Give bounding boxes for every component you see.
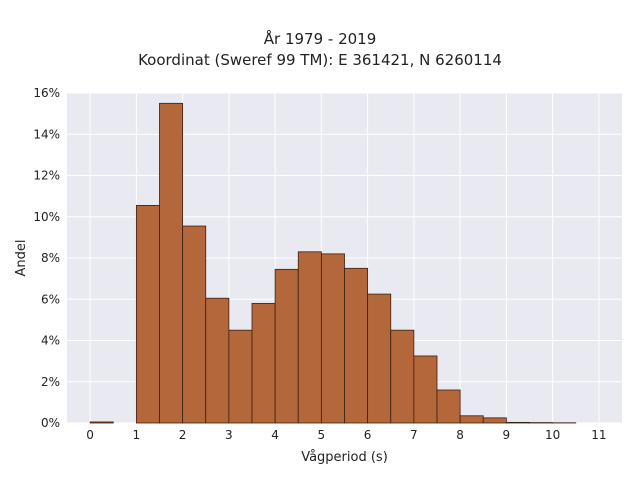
histogram-bar: [367, 293, 392, 424]
y-tick-label: 8%: [41, 251, 60, 265]
x-tick-label: 10: [545, 428, 560, 442]
x-tick-label: 2: [179, 428, 187, 442]
histogram-bar: [135, 205, 160, 424]
x-tick-label: 1: [133, 428, 141, 442]
y-ticks: 0% 2% 4% 6% 8% 10% 12% 14% 16%: [33, 86, 60, 430]
y-tick-label: 6%: [41, 292, 60, 306]
histogram-bar: [274, 268, 299, 424]
histogram-bar: [251, 302, 276, 424]
x-tick-label: 11: [591, 428, 606, 442]
x-tick-label: 5: [318, 428, 326, 442]
y-tick-label: 16%: [33, 86, 60, 100]
histogram-bar: [459, 415, 484, 424]
y-tick-label: 2%: [41, 375, 60, 389]
histogram-bar: [505, 421, 530, 424]
x-tick-label: 8: [456, 428, 464, 442]
histogram-bar: [182, 225, 207, 424]
chart-title: År 1979 - 2019: [263, 30, 377, 48]
histogram-bar: [89, 421, 114, 424]
x-tick-label: 0: [86, 428, 94, 442]
histogram-bar: [482, 417, 507, 424]
y-tick-label: 10%: [33, 210, 60, 224]
x-tick-label: 6: [364, 428, 372, 442]
histogram-bar: [436, 389, 461, 424]
y-axis-label: Andel: [14, 240, 29, 277]
histogram-bar: [297, 251, 322, 424]
x-tick-label: 4: [271, 428, 279, 442]
x-tick-label: 3: [225, 428, 233, 442]
x-tick-label: 9: [503, 428, 511, 442]
y-tick-label: 4%: [41, 334, 60, 348]
histogram-bar: [159, 102, 184, 424]
y-tick-label: 0%: [41, 416, 60, 430]
histogram-bar: [228, 329, 253, 424]
histogram-bar: [390, 329, 415, 424]
y-tick-label: 12%: [33, 169, 60, 183]
y-tick-label: 14%: [33, 127, 60, 141]
x-ticks: 0 1 2 3 4 5 6 7 8 9 10 11: [86, 428, 606, 442]
histogram-bar: [344, 267, 369, 424]
bars: [89, 102, 577, 424]
histogram-bar: [205, 297, 230, 424]
x-tick-label: 7: [410, 428, 418, 442]
histogram-bar: [413, 355, 438, 424]
histogram-bar: [320, 253, 345, 424]
x-axis-label: Vågperiod (s): [301, 450, 388, 465]
chart-subtitle: Koordinat (Sweref 99 TM): E 361421, N 62…: [138, 51, 502, 69]
